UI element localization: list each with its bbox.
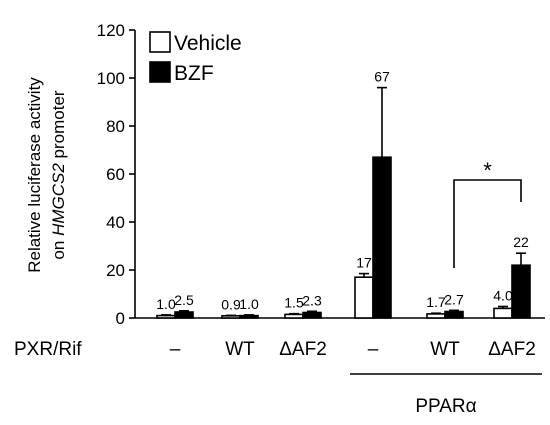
legend-label: BZF xyxy=(174,62,214,85)
legend-swatch xyxy=(149,61,171,83)
bar xyxy=(444,310,464,319)
data-label: 1.0 xyxy=(156,296,176,312)
y-axis-label: Relative luciferase activity on HMGCS2 p… xyxy=(25,77,68,273)
significance-bracket xyxy=(453,179,522,268)
bar xyxy=(302,311,322,319)
data-label: 2.5 xyxy=(174,292,194,308)
category-label: – xyxy=(368,339,379,360)
legend-swatch xyxy=(149,31,171,53)
bar xyxy=(221,315,241,319)
y-tick-label: 20 xyxy=(106,261,125,280)
y-tick-label: 40 xyxy=(106,213,125,232)
category-label: WT xyxy=(430,339,460,360)
bar xyxy=(372,156,392,319)
data-label: 1.5 xyxy=(284,295,304,311)
category-label: ΔAF2 xyxy=(488,339,536,360)
data-label: 2.3 xyxy=(302,292,322,308)
data-label: 22 xyxy=(513,234,529,250)
category-label: WT xyxy=(225,339,255,360)
y-tick-label: 0 xyxy=(116,309,125,328)
group-label-ppara: PPARα xyxy=(415,396,476,417)
bar xyxy=(354,276,374,319)
bar xyxy=(511,264,531,319)
data-label: 2.7 xyxy=(444,291,464,307)
bar xyxy=(156,314,176,319)
bar xyxy=(284,313,304,319)
significance-star: * xyxy=(483,158,492,183)
data-label: 17 xyxy=(356,255,372,271)
data-label: 4.0 xyxy=(493,287,513,303)
y-tick-label: 100 xyxy=(97,69,125,88)
category-labels: – WT ΔAF2 – WT ΔAF2 xyxy=(170,339,536,360)
y-tick-label: 60 xyxy=(106,165,125,184)
bar xyxy=(493,307,513,319)
data-label: 67 xyxy=(374,69,390,85)
bar xyxy=(239,314,259,319)
category-label: ΔAF2 xyxy=(279,339,327,360)
row-label-pxr-rif: PXR/Rif xyxy=(14,339,82,360)
data-label: 0.9 xyxy=(221,296,241,312)
legend: Vehicle BZF xyxy=(149,31,242,85)
legend-label: Vehicle xyxy=(174,32,242,55)
data-label: 1.7 xyxy=(426,294,446,310)
y-axis-label-line2: on HMGCS2 promoter xyxy=(49,90,68,259)
data-label: 1.0 xyxy=(239,296,259,312)
axes: 0 20 40 60 80 100 120 xyxy=(97,21,545,328)
category-label: – xyxy=(170,339,181,360)
bar xyxy=(174,311,194,319)
y-tick-label: 120 xyxy=(97,21,125,40)
y-axis-label-line1: Relative luciferase activity xyxy=(25,77,44,273)
bar xyxy=(426,313,446,319)
y-tick-label: 80 xyxy=(106,117,125,136)
